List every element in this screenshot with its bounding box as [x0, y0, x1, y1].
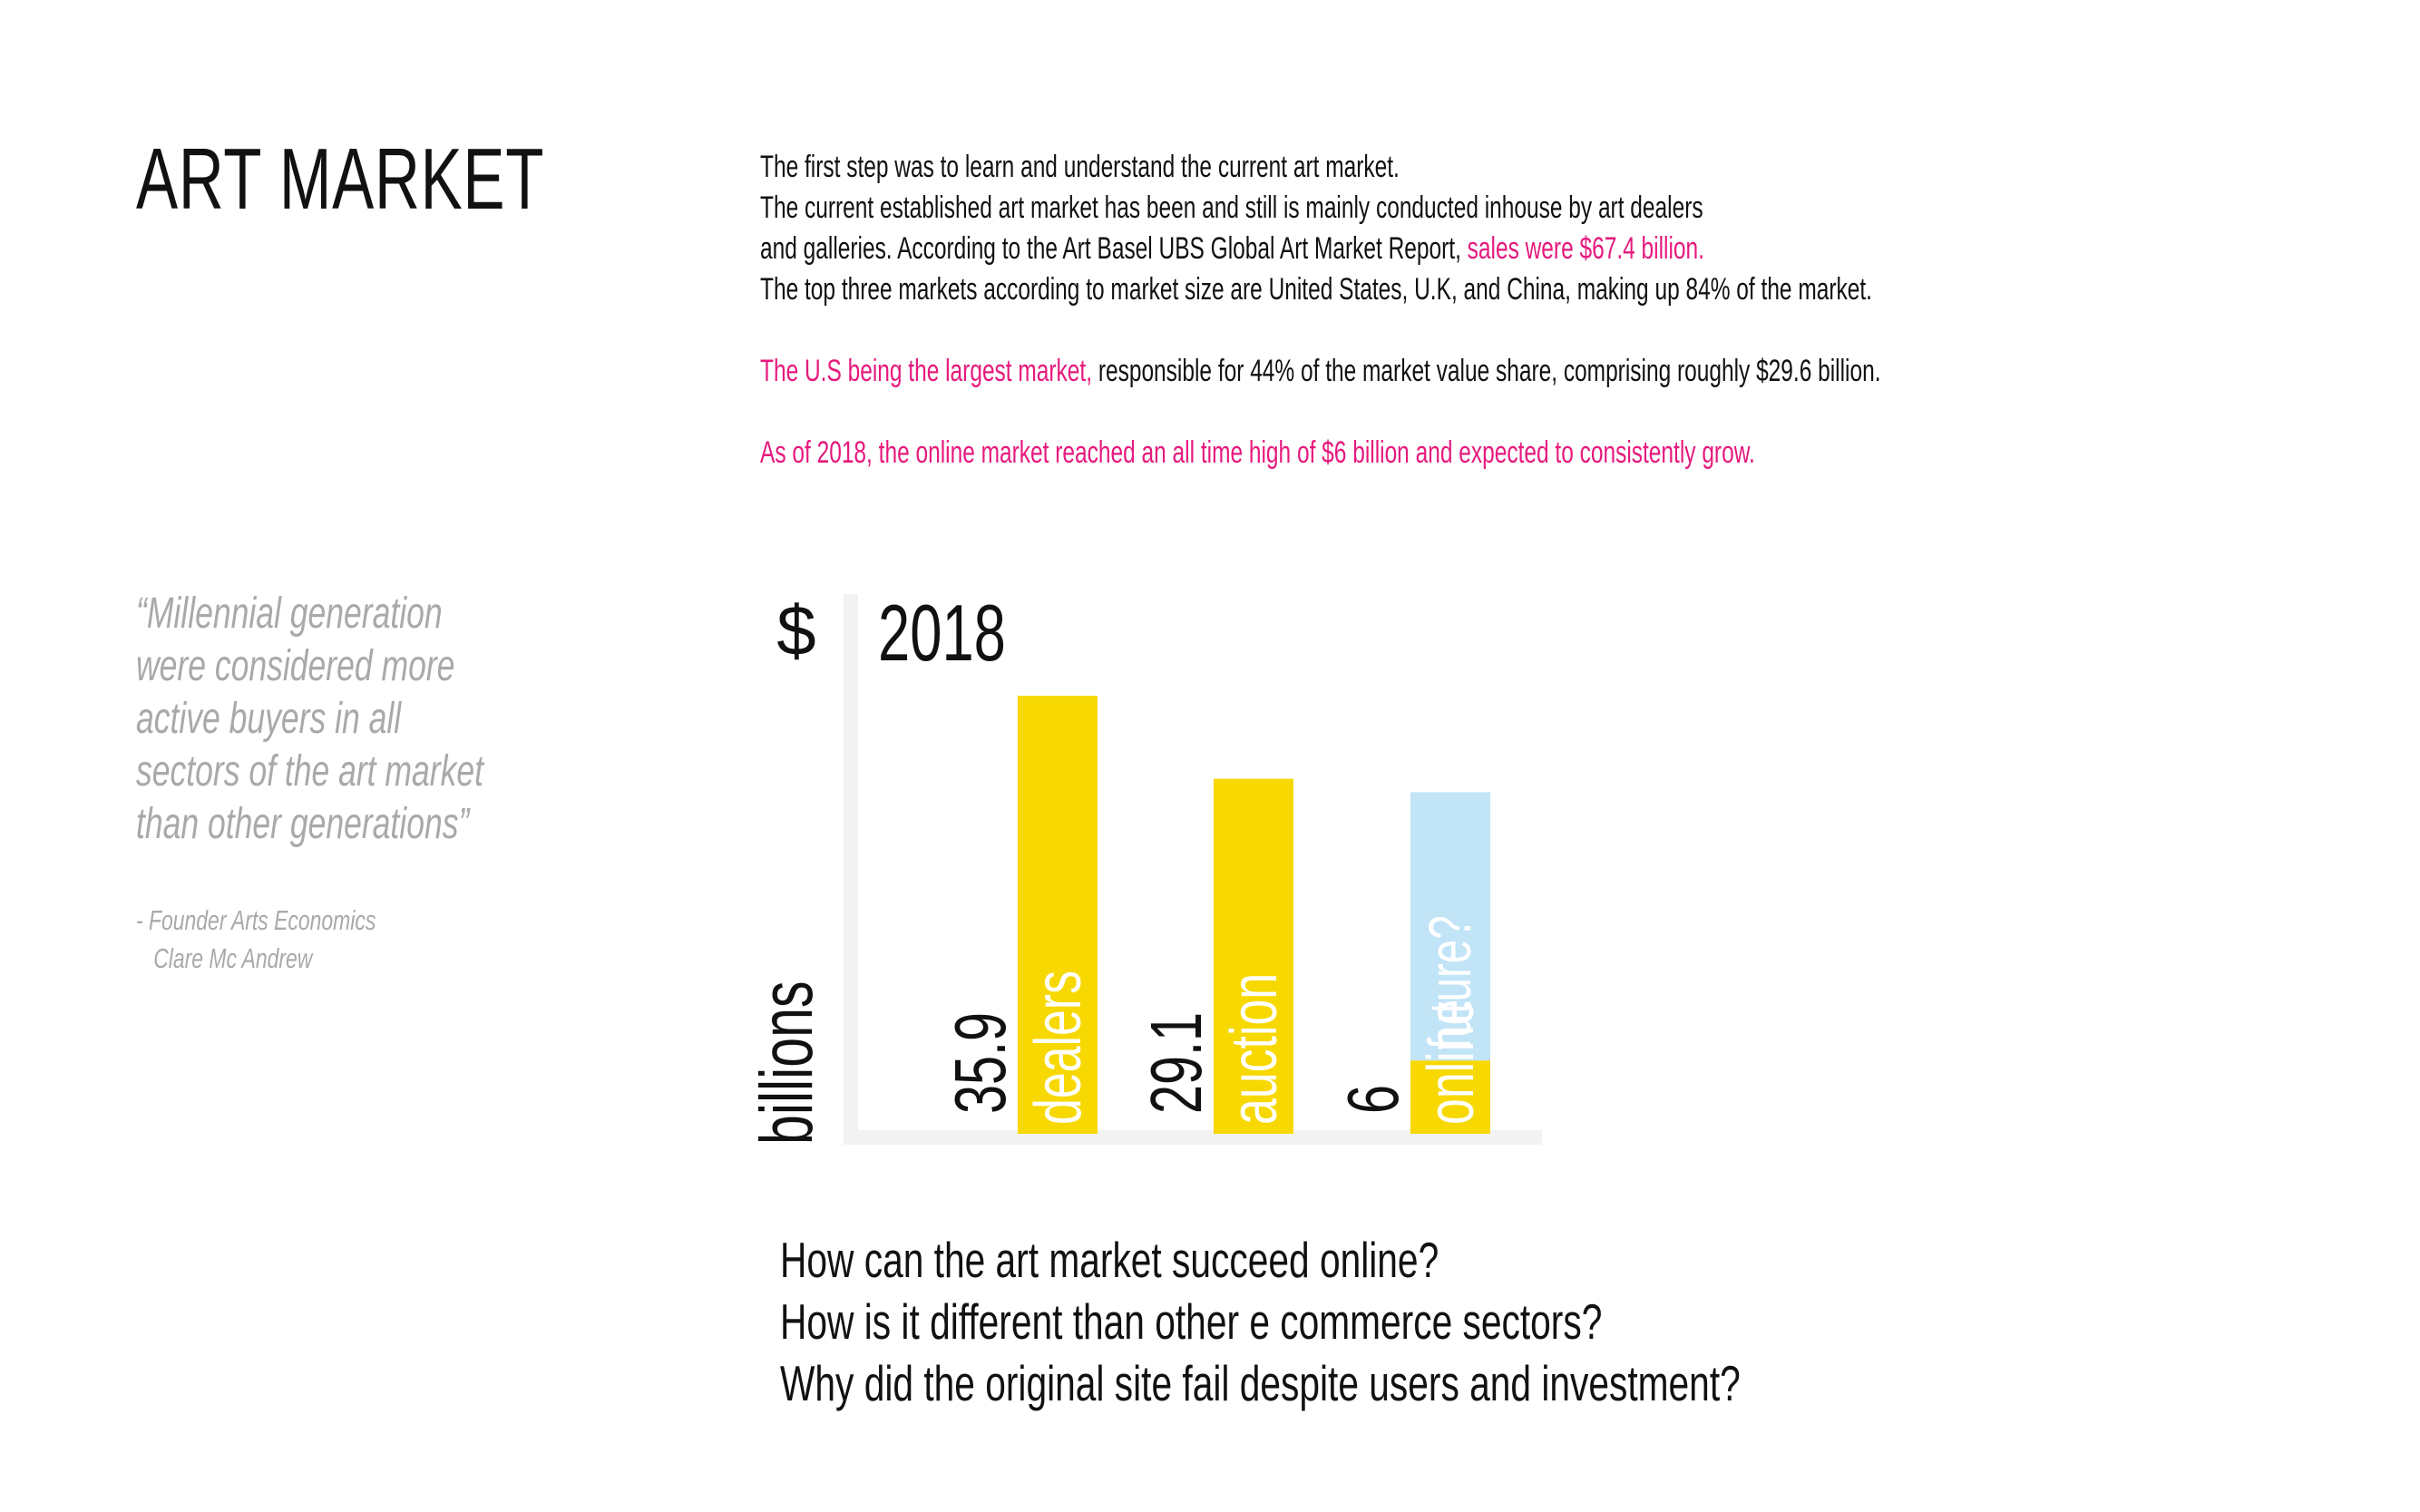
quote-line: than other generations”	[136, 800, 470, 848]
questions: How can the art market succeed online? H…	[780, 1229, 1741, 1414]
value-label-auction: 29.1	[1136, 1012, 1217, 1114]
intro-line: The first step was to learn and understa…	[760, 150, 1400, 184]
bar-auction	[1214, 778, 1293, 1134]
bar-projection-online	[1410, 792, 1490, 1061]
category-label-online: online	[1415, 1000, 1488, 1125]
quote-line: were considered more	[136, 642, 455, 690]
highlight-us: The U.S being the largest market,	[760, 354, 1098, 388]
y-unit-symbol: $	[776, 590, 815, 670]
projection-label: future?	[1417, 915, 1483, 1049]
quote: “Millennial generation were considered m…	[136, 588, 483, 851]
chart-title: 2018	[878, 590, 1006, 678]
attribution-role: - Founder Arts Economics	[136, 904, 376, 936]
intro-line: and galleries. According to the Art Base…	[760, 229, 2132, 269]
question: How can the art market succeed online?	[780, 1232, 1439, 1288]
page-title: ART MARKET	[136, 131, 545, 228]
quote-attribution: - Founder Arts Economics Clare Mc Andrew	[136, 902, 376, 978]
value-label-online: 6	[1332, 1085, 1414, 1114]
intro-text-segment: and galleries. According to the Art Base…	[760, 231, 1468, 266]
bar-online	[1410, 1060, 1490, 1134]
quote-line: active buyers in all	[136, 695, 402, 743]
quote-line: “Millennial generation	[136, 590, 443, 638]
y-axis	[844, 594, 858, 1145]
bar-dealers	[1018, 696, 1098, 1134]
intro-text-segment: responsible for 44% of the market value …	[1098, 354, 1881, 388]
category-label-dealers: dealers	[1022, 971, 1095, 1125]
value-label-dealers: 35.9	[940, 1012, 1021, 1114]
intro-line: The top three markets according to marke…	[760, 272, 1872, 307]
highlight-online: As of 2018, the online market reached an…	[760, 435, 1755, 470]
intro-line: The U.S being the largest market, respon…	[760, 351, 2132, 392]
attribution-name: Clare Mc Andrew	[153, 942, 313, 974]
category-label-auction: auction	[1218, 973, 1291, 1125]
highlight-sales: sales were $67.4 billion.	[1467, 231, 1704, 266]
question: Why did the original site fail despite u…	[780, 1355, 1741, 1411]
intro-line: The current established art market has b…	[760, 190, 1703, 225]
intro-text: The first step was to learn and understa…	[760, 147, 2132, 473]
quote-line: sectors of the art market	[136, 747, 483, 795]
y-axis-label: billions	[746, 981, 829, 1145]
question: How is it different than other e commerc…	[780, 1293, 1603, 1350]
